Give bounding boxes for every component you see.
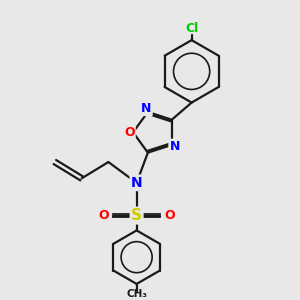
Text: S: S bbox=[131, 208, 142, 223]
Text: Cl: Cl bbox=[185, 22, 198, 35]
Text: CH₃: CH₃ bbox=[126, 289, 147, 299]
Text: N: N bbox=[141, 102, 152, 115]
Text: O: O bbox=[165, 209, 175, 222]
Text: O: O bbox=[98, 209, 109, 222]
Text: N: N bbox=[169, 140, 180, 153]
Text: N: N bbox=[131, 176, 142, 190]
Text: O: O bbox=[124, 126, 134, 139]
